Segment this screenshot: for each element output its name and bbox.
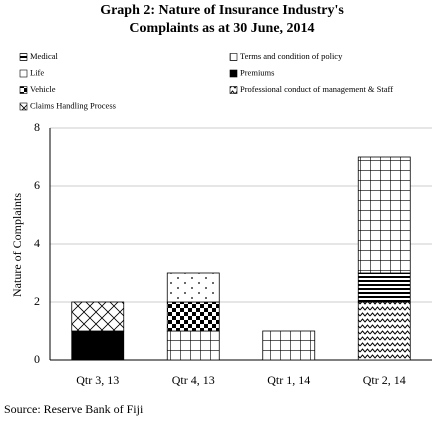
y-tick-label: 6 — [34, 178, 40, 192]
legend-label: Professional conduct of management & Sta… — [240, 84, 393, 94]
bar-segment — [71, 330, 125, 361]
y-tick-label: 2 — [34, 294, 40, 308]
legend-swatch — [229, 53, 238, 61]
legend-label: Claims Handling Process — [30, 100, 116, 110]
bar-segment — [357, 301, 411, 361]
bar-segment — [166, 272, 220, 303]
source-note: Source: Reserve Bank of Fiji — [4, 402, 144, 416]
legend-label: Terms and condition of policy — [240, 51, 343, 61]
legend-swatch — [19, 69, 28, 78]
x-tick-label: Qtr 1, 14 — [267, 373, 310, 387]
bar-segment — [357, 156, 411, 274]
y-tick-label: 8 — [34, 120, 40, 134]
legend-swatch — [19, 86, 28, 94]
bar-segment — [71, 301, 125, 332]
y-axis-label: Nature of Complaints — [10, 193, 24, 297]
y-tick-label: 4 — [34, 236, 40, 250]
chart-title: Graph 2: Nature of Insurance Industry's … — [100, 3, 344, 36]
legend-label: Vehicle — [30, 84, 56, 94]
bar-segment — [357, 272, 411, 303]
x-tick-label: Qtr 2, 14 — [363, 373, 406, 387]
bar-segment — [166, 330, 220, 361]
legend-label: Premiums — [240, 67, 274, 77]
legend-swatch — [19, 53, 28, 61]
x-tick-label: Qtr 4, 13 — [172, 373, 215, 387]
legend-swatch — [229, 86, 238, 94]
y-tick-label: 0 — [34, 352, 40, 366]
bar-segment — [166, 301, 220, 332]
legend-label: Life — [30, 67, 44, 77]
x-tick-label: Qtr 3, 13 — [76, 373, 119, 387]
bar-segment — [262, 330, 316, 361]
legend-swatch — [19, 102, 28, 111]
legend-label: Medical — [30, 51, 58, 61]
legend-swatch — [229, 69, 238, 78]
